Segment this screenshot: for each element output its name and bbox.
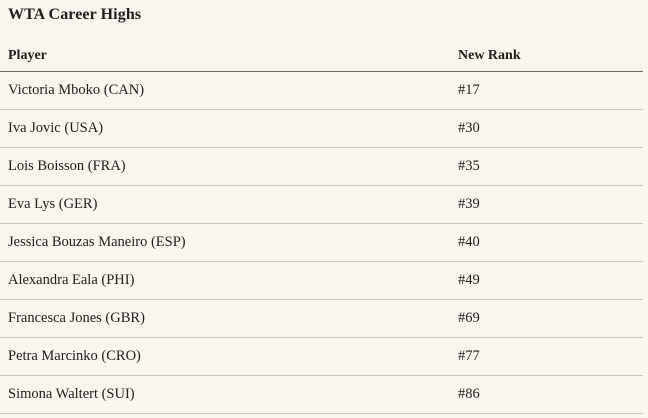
table-row: Petra Marcinko (CRO) #77	[0, 337, 643, 376]
rank-cell: #39	[450, 185, 643, 224]
player-cell: Victoria Mboko (CAN)	[0, 71, 450, 110]
table-row: Jessica Bouzas Maneiro (ESP) #40	[0, 223, 643, 262]
rank-cell: #86	[450, 375, 643, 414]
rank-cell: #17	[450, 71, 643, 110]
rank-cell: #30	[450, 109, 643, 148]
rank-cell: #77	[450, 337, 643, 376]
rank-cell: #35	[450, 147, 643, 186]
table-row: Francesca Jones (GBR) #69	[0, 299, 643, 338]
player-cell: Iva Jovic (USA)	[0, 109, 450, 148]
table-row: Iva Jovic (USA) #30	[0, 109, 643, 148]
player-cell: Jessica Bouzas Maneiro (ESP)	[0, 223, 450, 262]
player-cell: Alexandra Eala (PHI)	[0, 261, 450, 300]
rank-cell: #49	[450, 261, 643, 300]
rank-cell: #40	[450, 223, 643, 262]
player-cell: Francesca Jones (GBR)	[0, 299, 450, 338]
widget-title: WTA Career Highs	[8, 6, 142, 23]
column-header-new-rank: New Rank	[450, 23, 643, 72]
table-row: Victoria Mboko (CAN) #17	[0, 71, 643, 110]
player-cell: Lois Boisson (FRA)	[0, 147, 450, 186]
header-row: Player New Rank	[0, 23, 643, 72]
table-row: Lois Boisson (FRA) #35	[0, 147, 643, 186]
table-row: Eva Lys (GER) #39	[0, 185, 643, 224]
player-cell: Simona Waltert (SUI)	[0, 375, 450, 414]
rank-cell: #69	[450, 299, 643, 338]
table-row: Simona Waltert (SUI) #86	[0, 375, 643, 414]
table-row: Alexandra Eala (PHI) #49	[0, 261, 643, 300]
player-cell: Eva Lys (GER)	[0, 185, 450, 224]
column-header-player: Player	[0, 23, 450, 72]
career-highs-table: Player New Rank Victoria Mboko (CAN) #17…	[0, 23, 643, 414]
player-cell: Petra Marcinko (CRO)	[0, 337, 450, 376]
